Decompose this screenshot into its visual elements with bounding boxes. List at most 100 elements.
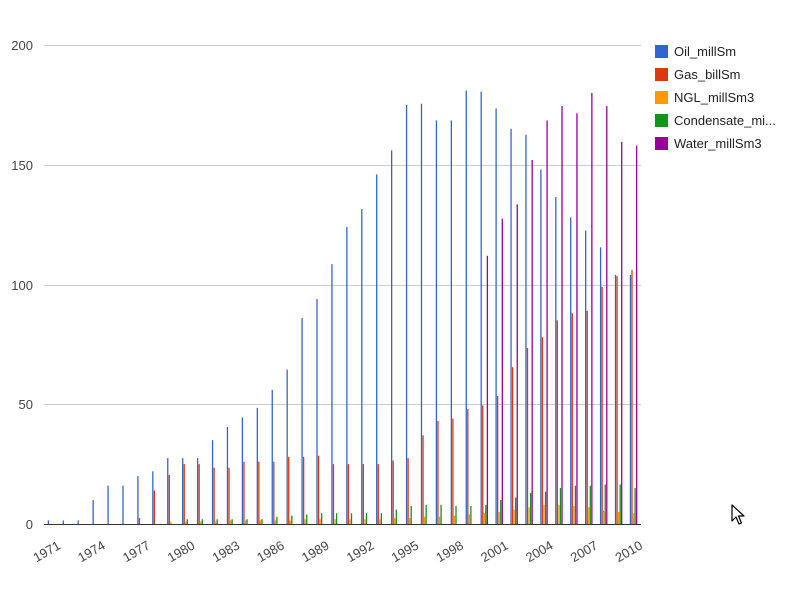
bar — [226, 427, 229, 524]
bar — [559, 488, 562, 524]
x-tick-label: 1998 — [433, 538, 466, 565]
bar — [540, 169, 542, 525]
y-tick-label: 200 — [11, 38, 33, 53]
bar — [350, 513, 353, 524]
bar — [185, 521, 187, 524]
bar — [138, 518, 141, 524]
bar — [438, 516, 441, 524]
bar — [632, 513, 635, 524]
bar — [435, 120, 438, 524]
bar — [186, 519, 188, 524]
bar — [525, 134, 527, 524]
bar — [167, 458, 169, 524]
mouse-pointer-icon — [731, 504, 745, 525]
bar — [629, 274, 632, 524]
bar — [452, 418, 454, 524]
bar — [317, 455, 320, 524]
bar — [483, 513, 485, 524]
bar — [599, 247, 602, 524]
bar — [450, 120, 452, 524]
legend-item: Gas_billSm — [655, 67, 740, 82]
bar — [380, 513, 383, 524]
bar — [291, 515, 293, 524]
bar — [571, 313, 573, 524]
bar — [486, 255, 489, 524]
bars — [47, 90, 638, 525]
bar — [276, 516, 278, 524]
bar — [500, 500, 502, 524]
y-tick-label: 50 — [19, 397, 33, 412]
legend-item: Water_millSm3 — [655, 136, 762, 151]
bar — [347, 464, 350, 525]
bar — [349, 519, 351, 524]
bar — [526, 347, 529, 524]
bar — [543, 504, 545, 524]
bar — [331, 264, 333, 524]
legend-item: Oil_millSm — [655, 44, 736, 59]
bar — [470, 506, 472, 524]
bar — [409, 518, 411, 524]
x-tick-label: 1971 — [30, 538, 63, 565]
legend-swatch — [655, 114, 668, 127]
bar — [335, 513, 338, 524]
bar — [334, 519, 336, 524]
bar — [541, 337, 544, 524]
legend-swatch — [655, 91, 668, 104]
bar — [302, 456, 305, 524]
x-tick-label: 1983 — [210, 538, 243, 565]
bar — [485, 504, 487, 524]
bar — [379, 519, 381, 524]
bar — [586, 310, 588, 524]
x-tick-label: 1974 — [75, 538, 108, 565]
bar — [616, 276, 618, 524]
bar — [92, 500, 94, 524]
bar — [261, 519, 263, 524]
bar — [617, 512, 620, 524]
bar — [420, 103, 423, 525]
y-tick-label: 0 — [26, 517, 33, 532]
bar — [576, 113, 578, 524]
bar — [574, 485, 577, 524]
bar — [621, 142, 623, 524]
x-tick-label: 2001 — [478, 538, 511, 565]
bar — [170, 521, 172, 524]
bar — [606, 106, 608, 524]
legend-item: NGL_millSm3 — [655, 90, 754, 105]
y-tick-label: 100 — [11, 278, 33, 293]
bar — [395, 509, 397, 524]
x-tick-label: 1992 — [344, 538, 377, 565]
bar — [423, 516, 426, 524]
bar — [515, 497, 517, 524]
bar — [573, 506, 575, 524]
bar — [346, 227, 348, 524]
bar — [286, 369, 288, 524]
legend-label: NGL_millSm3 — [674, 90, 754, 105]
legend-swatch — [655, 45, 668, 58]
bar — [437, 421, 439, 524]
bar — [570, 217, 572, 524]
legend-label: Condensate_mi... — [674, 113, 776, 128]
bar — [231, 519, 233, 524]
bar — [410, 506, 412, 524]
bar — [200, 521, 202, 524]
bar — [321, 513, 323, 524]
x-tick-label: 1980 — [165, 538, 198, 565]
legend-label: Gas_billSm — [674, 67, 740, 82]
bar — [603, 510, 605, 524]
bar — [511, 367, 514, 524]
x-tick-label: 1977 — [120, 538, 153, 565]
bar — [440, 504, 442, 524]
bar — [614, 274, 617, 524]
bar — [480, 91, 482, 524]
bar — [332, 464, 335, 525]
bar — [495, 108, 497, 524]
bar — [213, 467, 215, 524]
legend-label: Oil_millSm — [674, 44, 736, 59]
bar — [214, 521, 217, 524]
bar — [137, 476, 139, 524]
bar — [465, 90, 467, 524]
bar — [513, 509, 515, 524]
bar — [546, 120, 548, 524]
bar — [631, 270, 633, 524]
